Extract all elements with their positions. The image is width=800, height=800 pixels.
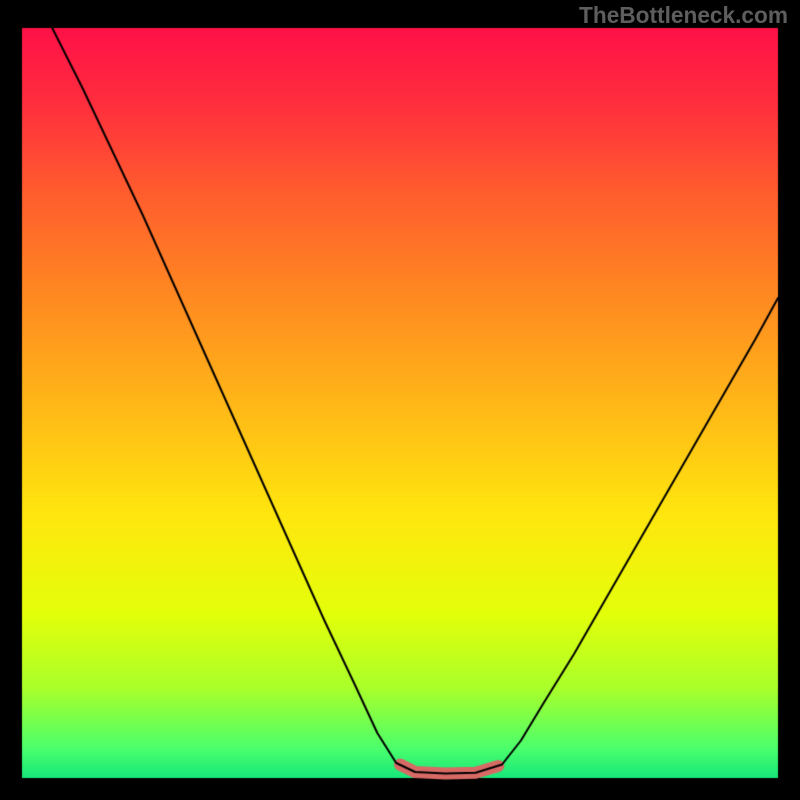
chart-stage: TheBottleneck.com — [0, 0, 800, 800]
watermark-text: TheBottleneck.com — [579, 2, 788, 29]
bottleneck-curve-chart — [0, 0, 800, 800]
